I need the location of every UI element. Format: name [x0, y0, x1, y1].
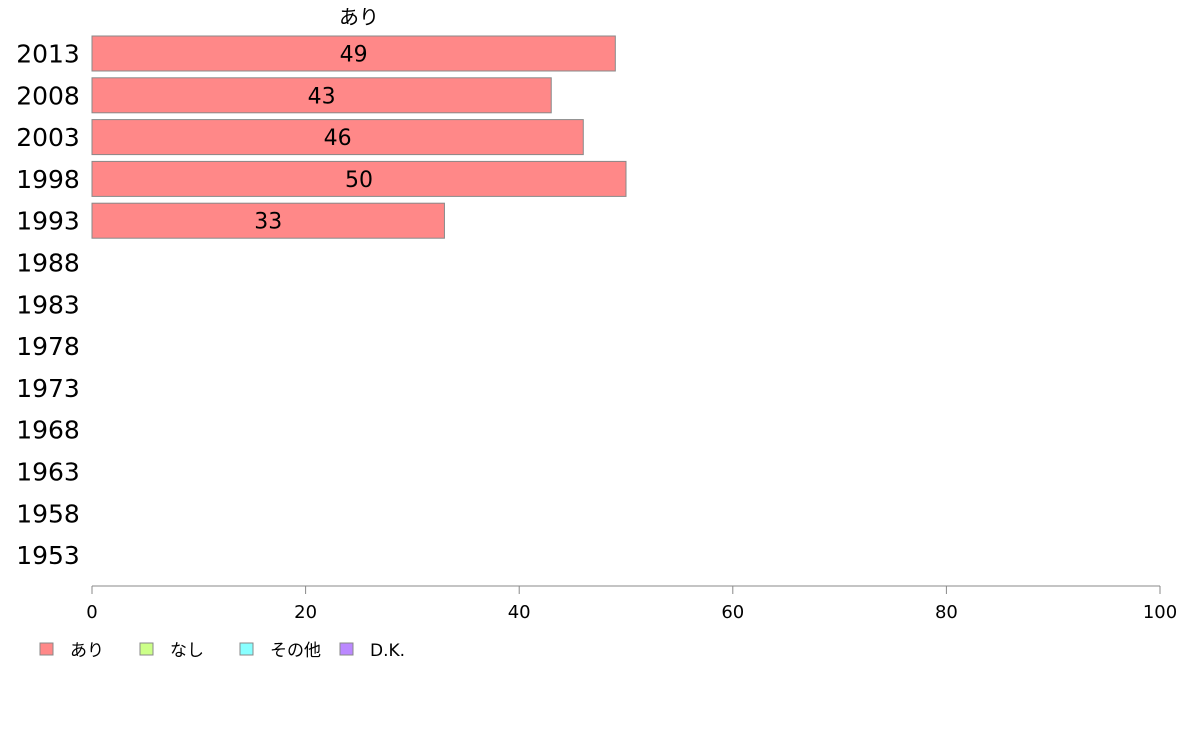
x-tick-label: 0: [86, 602, 97, 623]
legend-label: その他: [270, 641, 321, 661]
year-label: 2013: [16, 40, 80, 69]
x-tick-label: 40: [508, 602, 531, 623]
year-label: 1953: [16, 541, 80, 570]
year-label: 1963: [16, 458, 80, 487]
year-label: 1978: [16, 332, 80, 361]
data-label: 46: [324, 126, 352, 151]
bar-segment: [91, 160, 627, 197]
x-tick-label: 20: [294, 602, 317, 623]
legend-swatch: [239, 642, 254, 656]
legend-label: D.K.: [370, 641, 405, 661]
year-label: 1968: [16, 416, 80, 445]
year-label: 2003: [16, 123, 80, 152]
x-tick-label: 80: [935, 602, 958, 623]
data-label: 50: [345, 168, 373, 193]
bar-segment: [91, 35, 616, 72]
data-label: 49: [340, 43, 368, 68]
series-title: あり: [339, 5, 379, 29]
legend-swatch: [139, 642, 154, 656]
data-label: 43: [308, 84, 336, 109]
year-label: 1958: [16, 499, 80, 528]
x-tick-label: 60: [721, 602, 744, 623]
year-label: 1998: [16, 165, 80, 194]
year-label: 1988: [16, 249, 80, 278]
x-tick-label: 100: [1143, 602, 1177, 623]
year-labels: 2013 2008 2003 1998 1993 1988 1983 1978 1973 1968…: [16, 40, 80, 571]
legend-label: なし: [170, 641, 204, 661]
bar-segment: [91, 77, 552, 114]
year-label: 1983: [16, 290, 80, 319]
year-label: 2008: [16, 81, 80, 110]
bar-segment: [91, 202, 445, 239]
legend-label: あり: [70, 641, 104, 661]
bar-segment: [91, 119, 584, 156]
year-label: 1973: [16, 374, 80, 403]
data-label: 33: [254, 210, 282, 235]
legend-swatch: [39, 642, 54, 656]
year-label: 1993: [16, 207, 80, 236]
legend-swatch: [339, 642, 354, 656]
x-axis: 0 20 40 60 80 100: [86, 585, 1177, 623]
legend: あり なし その他 D.K.: [39, 641, 405, 661]
